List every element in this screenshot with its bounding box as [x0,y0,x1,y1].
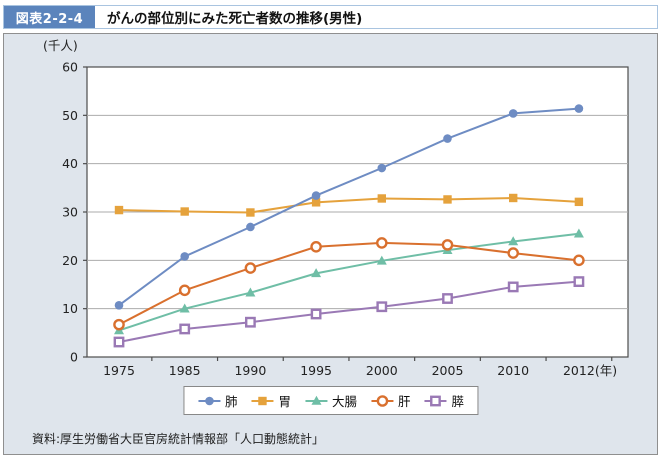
data-point-liver [244,262,257,274]
data-point-pancreas [113,336,125,348]
x-axis-tick-label: 1975 [103,363,135,378]
legend-marker-stomach [251,396,274,405]
legend-label-lung: 肺 [224,394,238,409]
data-point-pancreas [376,301,388,313]
series-liver [113,237,585,331]
legend-marker-lung [197,396,220,405]
y-axis-tick-label: 50 [62,108,78,123]
data-point-pancreas [179,323,191,335]
data-point-pancreas [573,276,585,287]
chart-legend: 肺 胃 大腸 肝 膵 [182,386,479,415]
data-point-liver [178,284,191,297]
legend-label-pancreas: 膵 [451,394,465,409]
data-point-liver [310,240,322,253]
series-colon-line [118,232,580,332]
y-axis-tick-label: 60 [62,60,78,75]
legend-item-colon: 大腸 [304,391,357,410]
legend-item-liver: 肝 [370,391,411,410]
series-colon [114,228,584,335]
legend-label-liver: 肝 [398,394,411,409]
series-lung [114,104,584,310]
data-point-stomach [258,396,267,405]
data-point-lung [508,109,518,118]
source-note: 資料:厚生労働省大臣官房統計情報部「人口動態統計」 [32,432,325,446]
y-axis-tick-label: 0 [70,350,78,365]
data-point-stomach [114,205,124,215]
series-stomach-line [118,196,579,214]
figure-header: 図表2-2-4 がんの部位別にみた死亡者数の推移(男性) [3,5,658,29]
data-point-lung [114,300,124,310]
line-chart: (千人) 0 10 20 30 40 50 60 1975 1985 1990 1995 2000 200… [43,38,629,378]
data-point-liver [507,247,520,259]
y-axis-tick-label: 10 [62,301,78,316]
data-point-stomach [377,194,386,203]
series-lung-line [118,107,579,307]
data-point-stomach [246,208,255,217]
legend-item-stomach: 胃 [250,391,291,410]
data-point-stomach [509,193,518,203]
legend-marker-liver [371,394,394,407]
data-point-pancreas [442,293,453,304]
data-point-lung [377,163,387,173]
y-axis-tick-label: 20 [62,253,78,268]
data-point-pancreas [244,316,256,328]
data-point-pancreas [310,308,322,320]
x-axis-tick-label: 2005 [432,363,464,378]
data-point-stomach [180,207,189,216]
data-point-colon [310,395,321,405]
data-point-liver [375,237,388,249]
x-axis-tick-label: 2010 [497,363,529,378]
x-axis-tick-label: 1990 [234,363,266,378]
data-point-lung [443,134,452,143]
data-point-lung [204,396,214,405]
data-point-colon [311,268,322,278]
data-point-colon [573,228,584,238]
series-pancreas-line [118,280,579,343]
y-axis-tick-label: 40 [62,156,78,171]
y-axis-unit-label: (千人) [43,38,78,53]
data-point-colon [179,303,190,313]
data-point-liver [441,239,454,251]
figure-number-badge: 図表2-2-4 [4,6,97,28]
data-point-colon [376,255,387,265]
data-point-liver [113,318,125,331]
legend-label-colon: 大腸 [331,394,358,409]
data-point-colon [245,287,256,297]
series-pancreas [113,276,585,348]
data-point-pancreas [430,395,441,406]
data-point-lung [246,222,255,232]
data-point-pancreas [507,281,519,293]
x-axis-tick-label: 1985 [169,363,201,378]
x-axis-tick-label: 2012 [563,363,595,378]
data-point-liver [376,394,388,407]
legend-marker-pancreas [424,395,447,406]
data-point-stomach [574,197,584,207]
x-axis-unit-suffix: (年) [595,363,617,378]
data-point-lung [180,252,189,261]
legend-label-stomach: 胃 [278,394,291,409]
legend-item-lung: 肺 [197,391,238,410]
data-point-stomach [311,198,321,207]
legend-item-pancreas: 膵 [424,391,465,410]
data-point-liver [573,254,585,267]
data-point-lung [574,104,584,113]
x-axis-tick-label: 2000 [366,363,398,378]
data-point-stomach [443,195,452,204]
series-stomach [114,193,584,217]
data-point-colon [508,236,519,246]
figure-title: がんの部位別にみた死亡者数の推移(男性) [107,11,363,27]
x-axis-tick-label: 1995 [300,363,332,378]
chart-panel: (千人) 0 10 20 30 40 50 60 1975 1985 1990 1995 2000 200… [3,33,658,455]
data-point-lung [311,191,321,200]
legend-marker-colon [304,395,327,405]
series-liver-line [118,241,580,326]
y-axis-tick-label: 30 [62,205,78,220]
